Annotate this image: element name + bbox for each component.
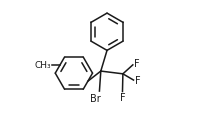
Text: Br: Br	[89, 94, 100, 104]
Text: CH₃: CH₃	[34, 61, 50, 70]
Text: F: F	[119, 93, 125, 103]
Text: F: F	[134, 76, 140, 86]
Text: F: F	[133, 59, 139, 69]
